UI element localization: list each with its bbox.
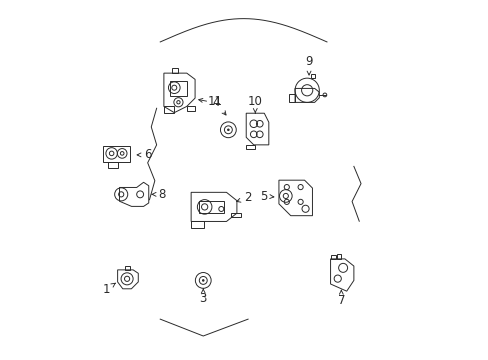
Text: 7: 7 [337, 290, 345, 307]
Text: 4: 4 [198, 96, 219, 109]
Text: 8: 8 [152, 188, 165, 201]
Text: 10: 10 [247, 95, 262, 113]
Text: 3: 3 [199, 289, 206, 305]
Text: 11: 11 [207, 95, 225, 115]
Circle shape [227, 129, 229, 131]
Circle shape [202, 280, 203, 281]
Text: 2: 2 [236, 192, 251, 204]
Text: 5: 5 [260, 190, 273, 203]
Text: 1: 1 [102, 283, 115, 296]
Text: 6: 6 [137, 148, 151, 161]
Text: 9: 9 [305, 55, 312, 75]
